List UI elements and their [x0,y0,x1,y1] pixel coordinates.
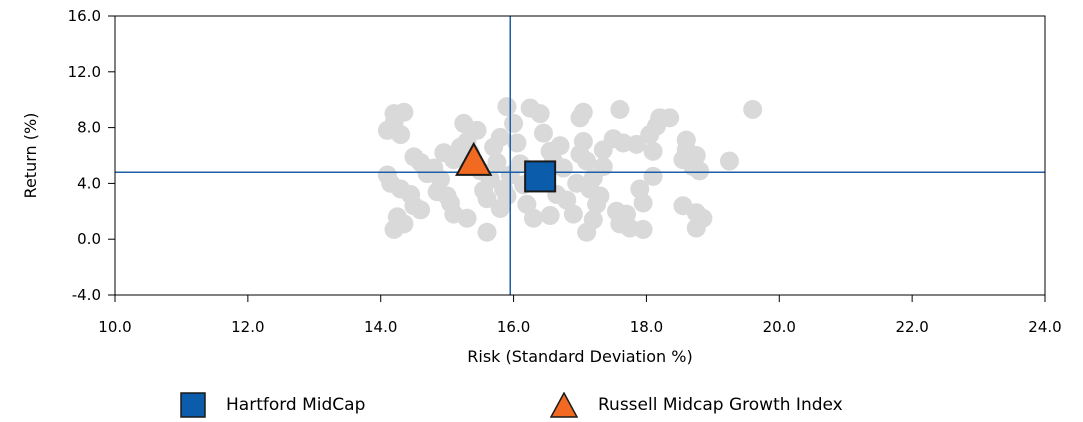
peer-point [391,125,411,145]
peer-point [563,204,583,224]
peer-point [660,108,680,128]
y-axis-title: Return (%) [21,113,40,199]
peer-point [477,189,497,209]
peer-point [573,132,593,152]
x-tick-label: 22.0 [895,318,928,336]
peer-point [533,123,553,143]
peer-point [490,127,510,147]
y-tick-label: 12.0 [68,63,101,81]
highlight-markers [455,141,557,193]
legend-label-hartford: Hartford MidCap [226,395,366,415]
x-tick-label: 10.0 [98,318,131,336]
x-tick-label: 16.0 [497,318,530,336]
legend: Hartford MidCap Russell Midcap Growth In… [0,392,1083,422]
peer-point [477,222,497,242]
peer-point [590,186,610,206]
peer-point [550,136,570,156]
scatter-chart: 10.0 12.0 14.0 16.0 18.0 20.0 22.0 24.0 -4.0 0.0… [21,7,1062,366]
peer-point [504,113,524,133]
peer-point [457,208,477,228]
peer-point [743,99,763,119]
hartford-midcap-point [524,160,557,193]
russell-midcap-growth-point [455,141,493,176]
peer-point [686,218,706,238]
x-tick-label: 14.0 [364,318,397,336]
peer-point [686,146,706,165]
peer-point [626,134,646,154]
peer-point [577,151,597,171]
peer-point [690,161,710,181]
legend-item-russell: Russell Midcap Growth Index [550,392,843,418]
peer-point [577,222,597,242]
x-axis-ticks: 10.0 12.0 14.0 16.0 18.0 20.0 22.0 24.0 [98,295,1062,336]
peer-point [524,208,543,228]
legend-label-russell: Russell Midcap Growth Index [598,395,843,415]
peer-point [633,193,653,213]
peer-point [719,151,739,171]
peer-point [593,157,613,177]
peer-point [497,97,517,117]
x-tick-label: 24.0 [1028,318,1061,336]
y-axis-ticks: -4.0 0.0 4.0 8.0 12.0 16.0 [68,7,115,304]
peer-points-layer [377,97,763,242]
peer-point [394,214,414,234]
peer-point [411,200,431,220]
reference-lines [115,16,1045,295]
y-tick-label: -4.0 [72,286,101,304]
y-tick-label: 0.0 [77,230,101,248]
x-tick-label: 18.0 [630,318,663,336]
peer-point [633,219,653,239]
x-tick-label: 20.0 [763,318,796,336]
peer-point [490,199,510,219]
peer-point [643,141,663,161]
legend-item-hartford: Hartford MidCap [180,392,365,418]
y-tick-label: 8.0 [77,119,101,137]
peer-point [487,152,507,172]
peer-point [603,129,623,149]
peer-point [530,104,550,124]
x-axis-title: Risk (Standard Deviation %) [467,347,692,366]
orange-triangle-icon [550,392,578,418]
peer-point [467,120,487,140]
x-tick-label: 12.0 [231,318,264,336]
blue-square-icon [180,392,206,418]
y-tick-label: 16.0 [68,7,101,25]
peer-point [507,133,527,153]
peer-point [643,166,663,186]
peer-point [570,108,590,128]
peer-point [553,158,573,178]
peer-point [540,205,560,225]
peer-point [610,99,630,119]
y-tick-label: 4.0 [77,174,101,192]
plot-area-frame [114,15,1046,296]
